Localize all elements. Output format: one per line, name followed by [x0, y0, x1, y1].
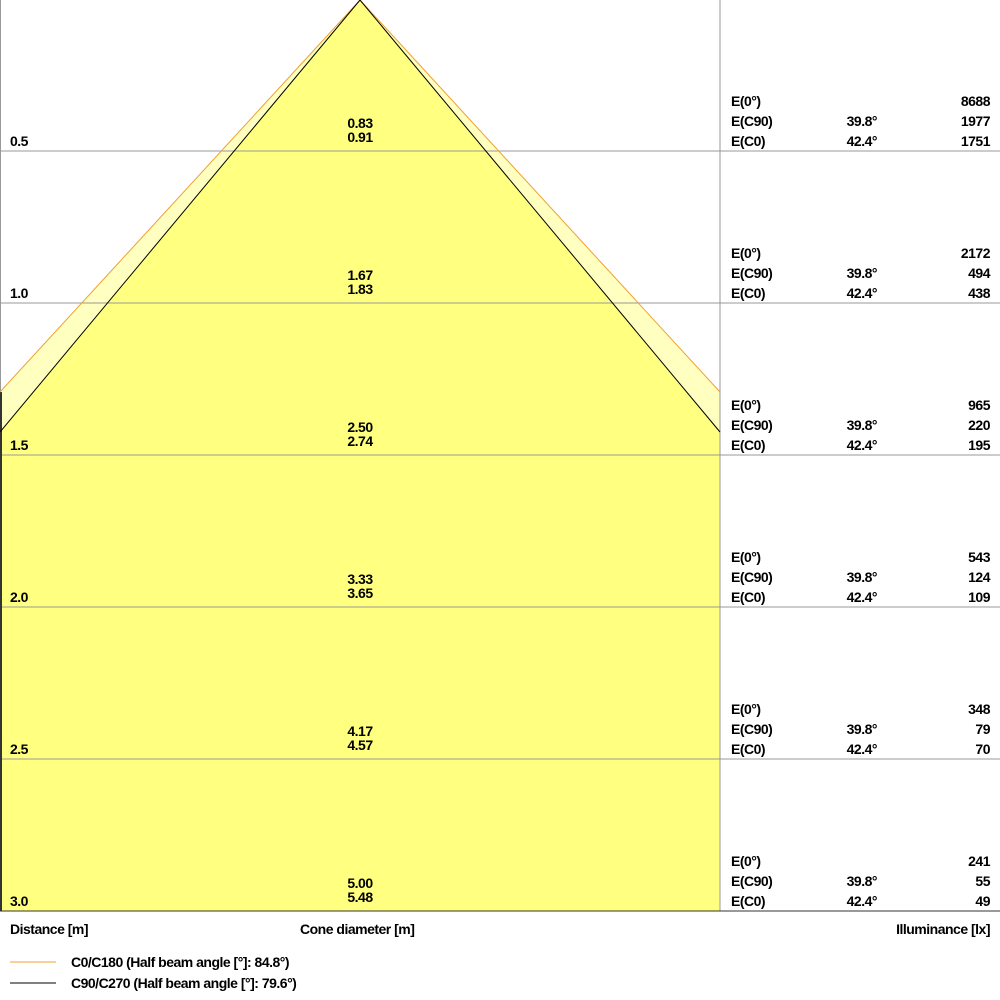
ec0-value: 109 — [968, 589, 991, 605]
cone-diameter-c90: 0.83 — [347, 115, 373, 131]
e0-value: 241 — [968, 853, 991, 869]
ec90-value: 55 — [975, 873, 990, 889]
distance-label: 1.0 — [10, 285, 29, 301]
e0-label: E(0°) — [731, 245, 761, 261]
ec0-label: E(C0) — [731, 285, 765, 301]
ec90-label: E(C90) — [731, 265, 772, 281]
cone-diameter-c90: 1.67 — [347, 267, 373, 283]
c90-cone-line — [0, 0, 721, 433]
ec0-label: E(C0) — [731, 589, 765, 605]
cone-diameter-c90: 2.50 — [347, 419, 373, 435]
ec0-angle: 42.4° — [847, 893, 877, 909]
ec0-value: 70 — [975, 741, 990, 757]
cone-diameter-c0: 0.91 — [347, 129, 373, 145]
cone-diameter-c0: 3.65 — [347, 585, 373, 601]
ec90-label: E(C90) — [731, 873, 772, 889]
distance-axis-label: Distance [m] — [10, 921, 88, 937]
cone-diameter-c0: 5.48 — [347, 889, 373, 905]
legend-label: C0/C180 (Half beam angle [°]: 84.8°) — [71, 954, 289, 970]
distance-label: 1.5 — [10, 437, 29, 453]
e0-label: E(0°) — [731, 93, 761, 109]
cone-diameter-c90: 4.17 — [347, 723, 373, 739]
ec90-value: 494 — [968, 265, 991, 281]
distance-label: 2.0 — [10, 589, 29, 605]
cone-diameter-c0: 1.83 — [347, 281, 373, 297]
ec90-angle: 39.8° — [847, 569, 877, 585]
e0-label: E(0°) — [731, 701, 761, 717]
ec90-angle: 39.8° — [847, 873, 877, 889]
ec90-angle: 39.8° — [847, 113, 877, 129]
ec0-label: E(C0) — [731, 437, 765, 453]
ec0-value: 49 — [975, 893, 990, 909]
ec90-value: 79 — [975, 721, 990, 737]
e0-label: E(0°) — [731, 549, 761, 565]
cone-diameter-c90: 5.00 — [347, 875, 373, 891]
ec90-label: E(C90) — [731, 113, 772, 129]
ec0-value: 438 — [968, 285, 991, 301]
ec0-label: E(C0) — [731, 893, 765, 909]
ec0-angle: 42.4° — [847, 589, 877, 605]
ec0-angle: 42.4° — [847, 133, 877, 149]
ec90-value: 1977 — [961, 113, 991, 129]
ec0-label: E(C0) — [731, 133, 765, 149]
ec0-angle: 42.4° — [847, 741, 877, 757]
e0-label: E(0°) — [731, 397, 761, 413]
ec90-value: 220 — [968, 417, 991, 433]
ec90-label: E(C90) — [731, 569, 772, 585]
cone-axis-label: Cone diameter [m] — [300, 921, 414, 937]
e0-value: 2172 — [961, 245, 991, 261]
illuminance-axis-label: Illuminance [lx] — [896, 921, 990, 937]
e0-label: E(0°) — [731, 853, 761, 869]
legend-label: C90/C270 (Half beam angle [°]: 79.6°) — [71, 975, 296, 991]
ec90-angle: 39.8° — [847, 417, 877, 433]
ec0-angle: 42.4° — [847, 285, 877, 301]
ec0-value: 195 — [968, 437, 991, 453]
ec0-value: 1751 — [961, 133, 991, 149]
ec90-label: E(C90) — [731, 417, 772, 433]
e0-value: 348 — [968, 701, 991, 717]
distance-label: 2.5 — [10, 741, 29, 757]
ec0-angle: 42.4° — [847, 437, 877, 453]
ec90-value: 124 — [968, 569, 991, 585]
cone-diameter-c0: 2.74 — [347, 433, 373, 449]
c0-cone-line — [0, 0, 721, 393]
ec90-angle: 39.8° — [847, 721, 877, 737]
e0-value: 543 — [968, 549, 991, 565]
e0-value: 8688 — [961, 93, 991, 109]
cone-diameter-c0: 4.57 — [347, 737, 373, 753]
ec90-angle: 39.8° — [847, 265, 877, 281]
ec0-label: E(C0) — [731, 741, 765, 757]
ec90-label: E(C90) — [731, 721, 772, 737]
distance-label: 0.5 — [10, 133, 29, 149]
cone-diameter-c90: 3.33 — [347, 571, 373, 587]
distance-label: 3.0 — [10, 893, 29, 909]
e0-value: 965 — [968, 397, 991, 413]
